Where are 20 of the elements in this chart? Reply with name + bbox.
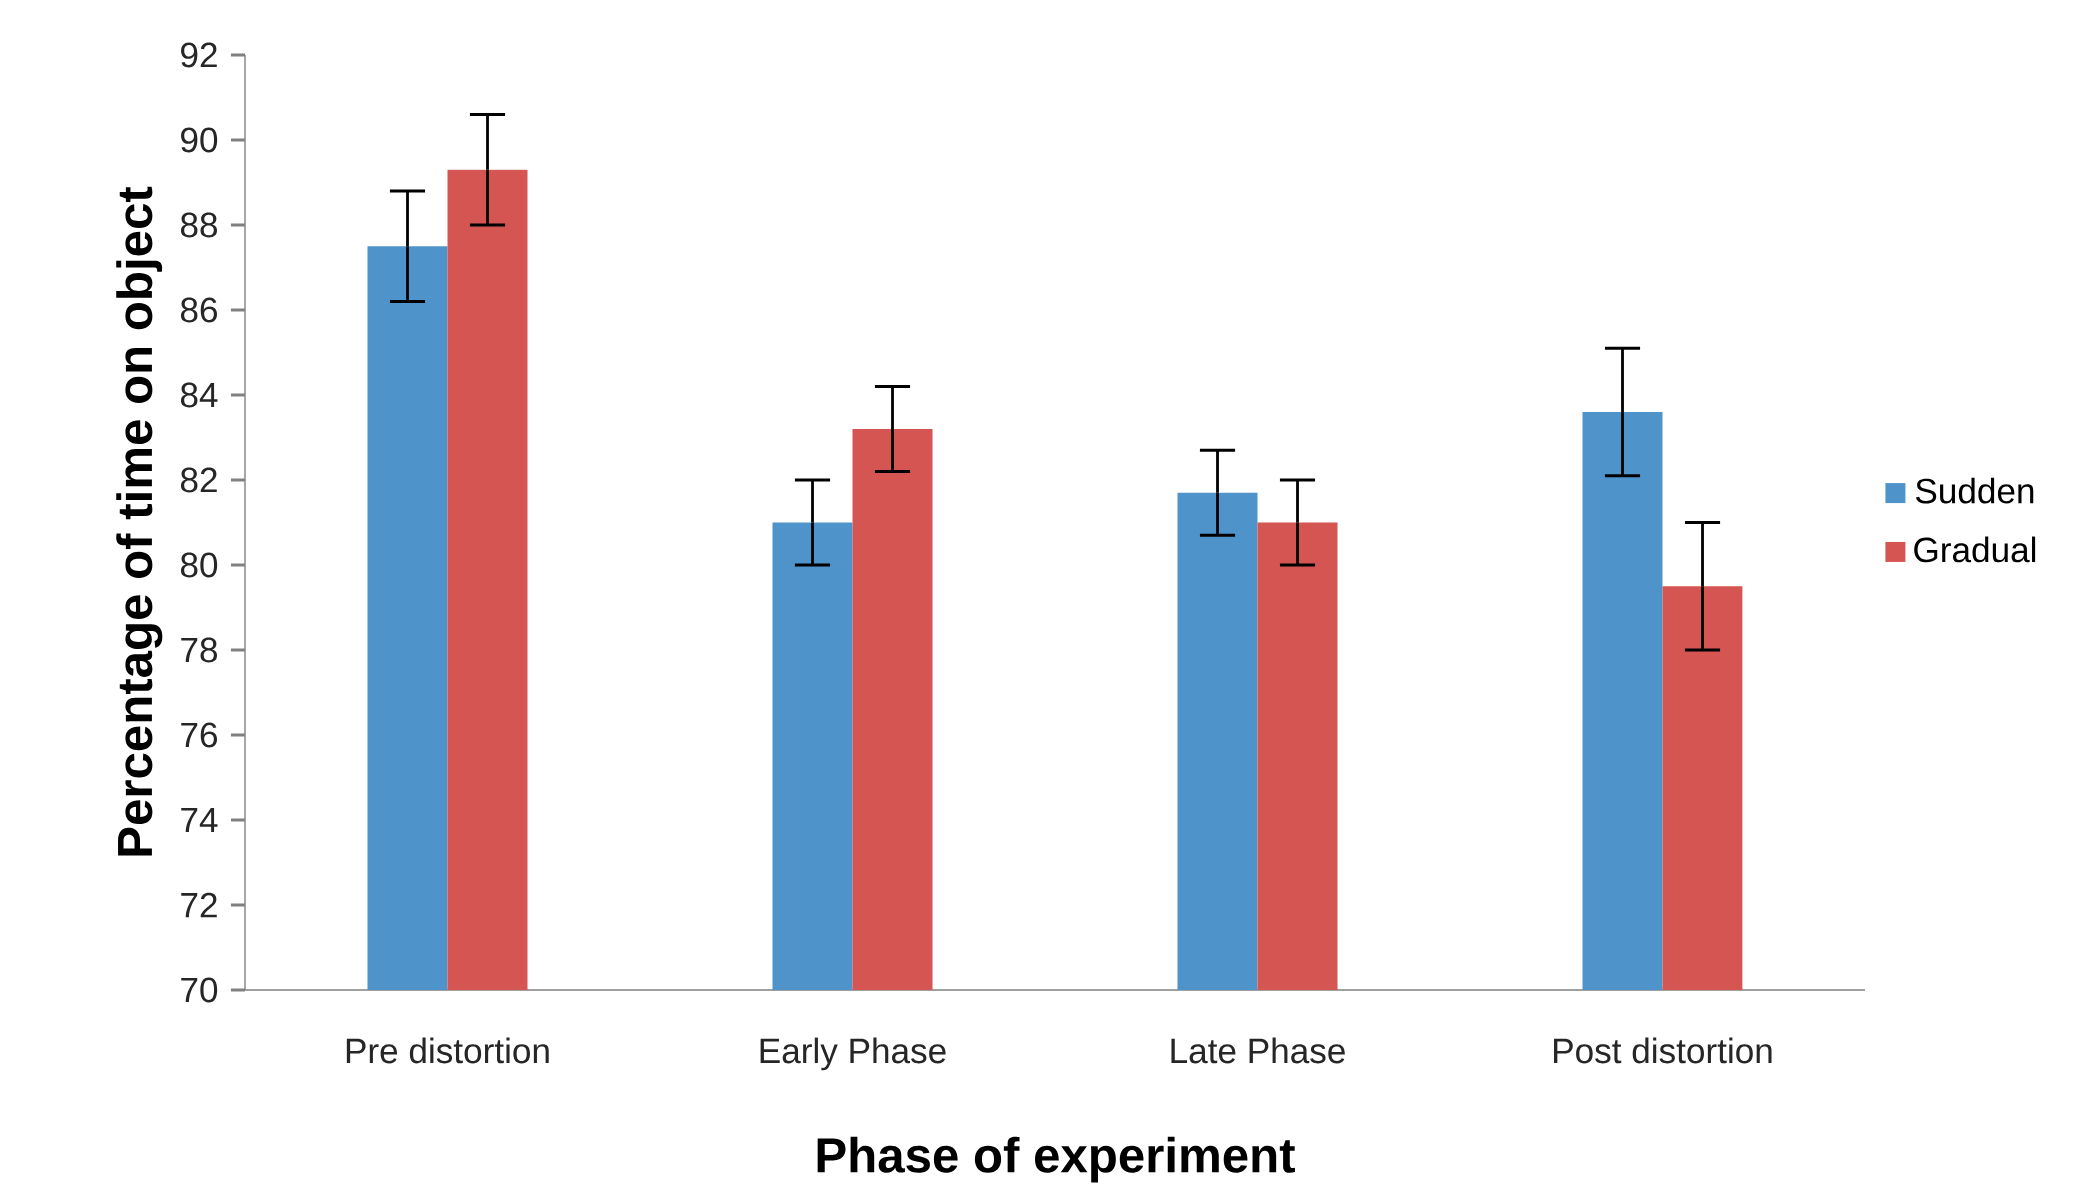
y-tick-label: 72	[181, 892, 217, 918]
legend-label: Sudden	[1915, 477, 2034, 504]
y-tick-label: 80	[180, 552, 218, 578]
y-tick-label: 76	[181, 722, 217, 748]
y-tick-label: 70	[181, 977, 218, 1003]
y-tick-label: 82	[180, 467, 217, 493]
y-tick-label: 84	[180, 382, 218, 408]
y-tick-label: 88	[180, 212, 217, 238]
y-axis-title: Percentage of time on object	[116, 186, 163, 856]
x-tick-label: Late Phase	[1171, 1037, 1345, 1064]
y-tick-label: 92	[181, 42, 217, 68]
x-tick-label: Pre distortion	[346, 1037, 549, 1064]
x-tick-label: Post distortion	[1554, 1037, 1772, 1064]
y-tick-label: 86	[180, 297, 217, 323]
x-tick-label: Early Phase	[760, 1037, 946, 1071]
y-tick-label: 74	[181, 807, 218, 833]
legend-label: Gradual	[1914, 536, 2036, 563]
x-axis-title: Phase of experiment	[817, 1136, 1295, 1183]
y-tick-label: 78	[181, 637, 217, 663]
y-tick-label: 90	[181, 127, 218, 153]
